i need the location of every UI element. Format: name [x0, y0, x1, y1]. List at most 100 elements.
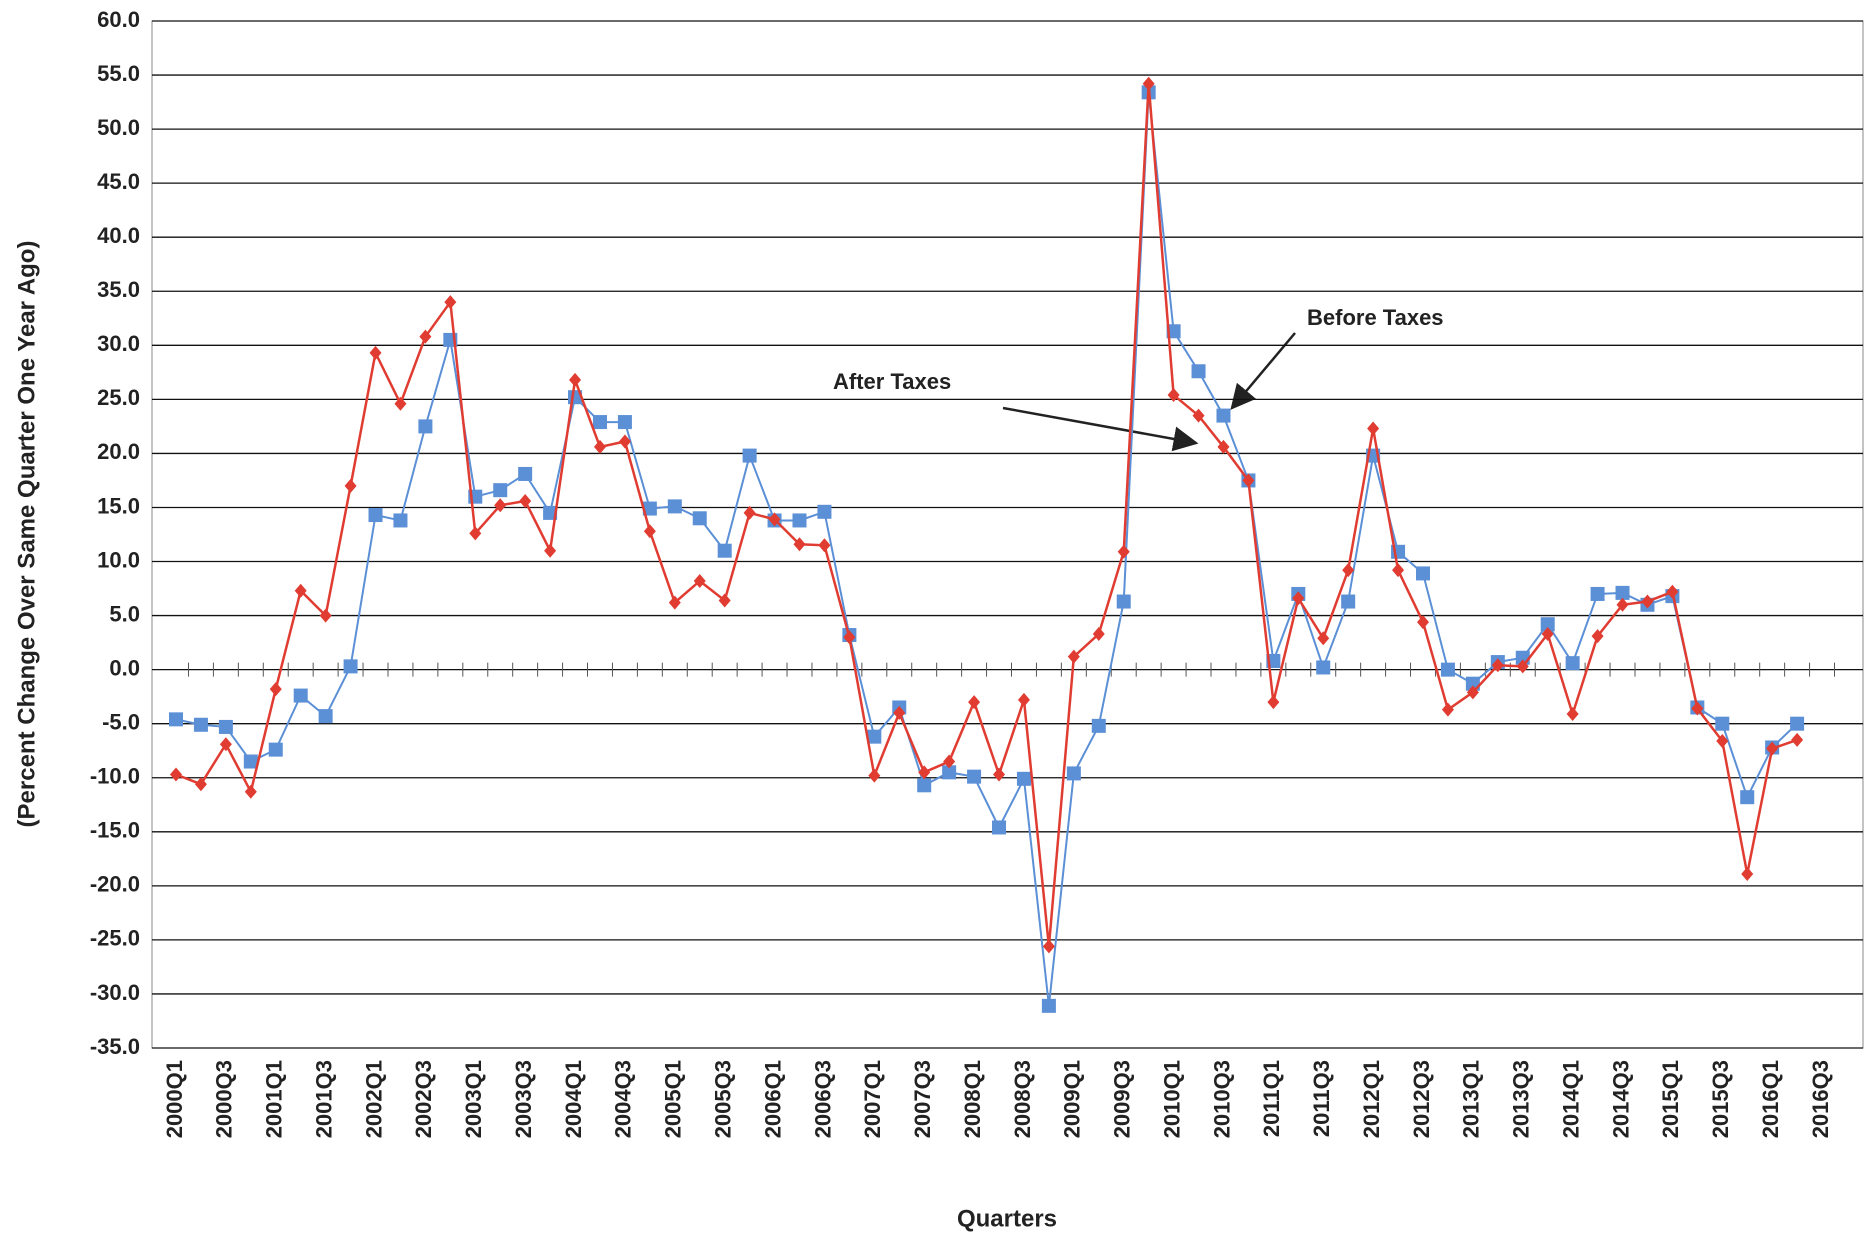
x-tick-label: 2006Q1: [760, 1060, 785, 1138]
data-point: [1590, 586, 1605, 601]
data-point: [768, 512, 781, 527]
x-tick-label: 2013Q1: [1459, 1060, 1484, 1138]
data-point: [967, 769, 982, 784]
data-point: [667, 499, 682, 514]
x-tick-label: 2016Q1: [1758, 1060, 1783, 1138]
x-tick-label: 2009Q1: [1060, 1060, 1085, 1138]
y-tick-label: -25.0: [90, 926, 140, 951]
data-point: [693, 573, 706, 588]
x-tick-label: 2009Q3: [1110, 1060, 1135, 1138]
data-point: [1716, 733, 1729, 748]
data-point: [893, 705, 906, 720]
data-point: [244, 784, 257, 799]
data-point: [1066, 766, 1081, 781]
data-point: [1067, 649, 1080, 664]
x-tick-label: 2003Q1: [461, 1060, 486, 1138]
data-point: [918, 765, 931, 780]
data-point: [943, 754, 956, 769]
y-tick-label: 35.0: [97, 277, 140, 302]
x-tick-label: 2008Q1: [960, 1060, 985, 1138]
x-axis-label: Quarters: [957, 1205, 1057, 1232]
data-point: [1092, 626, 1105, 641]
data-point: [592, 415, 607, 430]
x-tick-label: 2011Q3: [1309, 1060, 1334, 1137]
data-point: [642, 501, 657, 516]
y-tick-label: 30.0: [97, 331, 140, 356]
data-point: [1715, 716, 1730, 731]
data-point: [294, 583, 307, 598]
data-point: [743, 505, 756, 520]
y-tick-label: -35.0: [90, 1034, 140, 1059]
x-tick-label: 2014Q1: [1558, 1060, 1583, 1138]
data-point: [218, 719, 233, 734]
data-point: [1367, 421, 1380, 436]
x-tick-label: 2007Q1: [860, 1060, 885, 1138]
x-tick-label: 2004Q1: [561, 1060, 586, 1138]
x-tick-label: 2010Q3: [1209, 1060, 1234, 1138]
data-point: [1117, 544, 1130, 559]
data-point: [1740, 790, 1755, 805]
data-point: [1166, 324, 1181, 339]
data-point: [269, 682, 282, 697]
x-tick-label: 2003Q3: [511, 1060, 536, 1138]
data-point: [1591, 629, 1604, 644]
data-point: [593, 439, 606, 454]
data-point: [618, 434, 631, 449]
data-point: [318, 709, 333, 724]
x-tick-label: 2008Q3: [1010, 1060, 1035, 1138]
data-point: [1441, 702, 1454, 717]
data-point: [617, 415, 632, 430]
x-tick-label: 2001Q3: [311, 1060, 336, 1138]
data-point: [343, 659, 358, 674]
data-point: [1142, 76, 1155, 91]
data-point: [1091, 718, 1106, 733]
data-point: [1167, 388, 1180, 403]
data-point: [1116, 594, 1131, 609]
data-point: [1491, 658, 1504, 673]
y-tick-label: 15.0: [97, 493, 140, 518]
data-point: [968, 695, 981, 710]
annotation: After Taxes: [833, 369, 951, 394]
x-tick-label: 2010Q1: [1159, 1060, 1184, 1138]
y-tick-label: 40.0: [97, 223, 140, 248]
y-tick-label: 20.0: [97, 439, 140, 464]
data-point: [718, 593, 731, 608]
x-tick-label: 2001Q1: [262, 1060, 287, 1138]
y-tick-label: 25.0: [97, 385, 140, 410]
x-tick-label: 2005Q1: [661, 1060, 686, 1138]
data-point: [444, 295, 457, 310]
data-point: [742, 448, 757, 463]
y-tick-label: 5.0: [109, 601, 140, 626]
x-tick-label: 2011Q1: [1259, 1060, 1284, 1137]
y-tick-label: 45.0: [97, 169, 140, 194]
data-point: [369, 345, 382, 360]
x-tick-label: 2012Q1: [1359, 1060, 1384, 1138]
data-point: [1440, 662, 1455, 677]
x-tick-label: 2013Q3: [1509, 1060, 1534, 1138]
data-point: [1616, 597, 1629, 612]
data-point: [569, 372, 582, 387]
data-point: [1192, 408, 1205, 423]
x-tick-label: 2004Q3: [611, 1060, 636, 1138]
data-point: [1466, 685, 1479, 700]
data-point: [1267, 695, 1280, 710]
x-tick-label: 2016Q3: [1808, 1060, 1833, 1138]
data-point: [1641, 594, 1654, 609]
data-point: [518, 466, 533, 481]
data-point: [193, 717, 208, 732]
series-line: [175, 92, 1798, 1006]
y-tick-label: -15.0: [90, 818, 140, 843]
data-point: [992, 820, 1007, 835]
data-point: [1216, 408, 1231, 423]
data-point: [1565, 656, 1580, 671]
x-tick-label: 2007Q3: [910, 1060, 935, 1138]
annotation-arrow: [1230, 332, 1296, 410]
data-point: [868, 768, 881, 783]
data-point: [917, 778, 932, 793]
data-point: [1316, 660, 1331, 675]
data-point: [1292, 591, 1305, 606]
y-axis-label: (Percent Change Over Same Quarter One Ye…: [13, 241, 40, 828]
data-point: [1516, 659, 1529, 674]
data-point: [1042, 939, 1055, 954]
